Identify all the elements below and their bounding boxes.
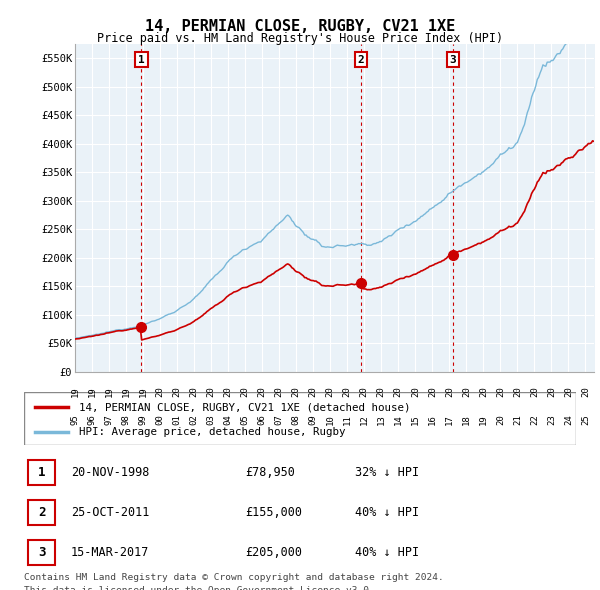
- Text: 20: 20: [343, 386, 352, 397]
- Text: 19: 19: [122, 386, 131, 397]
- Text: 97: 97: [104, 414, 113, 425]
- Text: 20: 20: [428, 386, 437, 397]
- Text: Contains HM Land Registry data © Crown copyright and database right 2024.: Contains HM Land Registry data © Crown c…: [24, 573, 444, 582]
- Text: 20: 20: [547, 386, 556, 397]
- Text: 20: 20: [173, 386, 182, 397]
- Text: 09: 09: [309, 414, 318, 425]
- Text: 05: 05: [241, 414, 250, 425]
- Text: 32% ↓ HPI: 32% ↓ HPI: [355, 466, 419, 479]
- Text: 14, PERMIAN CLOSE, RUGBY, CV21 1XE: 14, PERMIAN CLOSE, RUGBY, CV21 1XE: [145, 19, 455, 34]
- Text: 16: 16: [428, 414, 437, 425]
- FancyBboxPatch shape: [28, 460, 55, 485]
- Text: 20: 20: [190, 386, 199, 397]
- Text: 15: 15: [411, 414, 420, 425]
- Text: 20: 20: [496, 386, 505, 397]
- Text: 12: 12: [360, 414, 369, 425]
- Text: 21: 21: [513, 414, 522, 425]
- Text: 1: 1: [38, 466, 46, 479]
- Text: Price paid vs. HM Land Registry's House Price Index (HPI): Price paid vs. HM Land Registry's House …: [97, 32, 503, 45]
- Text: 20: 20: [462, 386, 471, 397]
- Text: HPI: Average price, detached house, Rugby: HPI: Average price, detached house, Rugb…: [79, 427, 346, 437]
- Text: 03: 03: [206, 414, 215, 425]
- Text: 00: 00: [155, 414, 164, 425]
- Text: 25-OCT-2011: 25-OCT-2011: [71, 506, 149, 519]
- Text: 19: 19: [88, 386, 97, 397]
- Text: 20: 20: [581, 386, 590, 397]
- Text: 14: 14: [394, 414, 403, 425]
- Text: 01: 01: [173, 414, 182, 425]
- Text: 99: 99: [139, 414, 148, 425]
- Text: 20: 20: [309, 386, 318, 397]
- Text: 19: 19: [104, 386, 113, 397]
- Text: 40% ↓ HPI: 40% ↓ HPI: [355, 546, 419, 559]
- Text: 19: 19: [71, 386, 79, 397]
- Text: 02: 02: [190, 414, 199, 425]
- Text: 95: 95: [71, 414, 79, 425]
- Text: 3: 3: [449, 55, 456, 65]
- Text: 98: 98: [122, 414, 131, 425]
- Text: 23: 23: [547, 414, 556, 425]
- Text: 20: 20: [155, 386, 164, 397]
- Text: 20-NOV-1998: 20-NOV-1998: [71, 466, 149, 479]
- Text: 20: 20: [326, 386, 335, 397]
- Text: 14, PERMIAN CLOSE, RUGBY, CV21 1XE (detached house): 14, PERMIAN CLOSE, RUGBY, CV21 1XE (deta…: [79, 402, 410, 412]
- Text: 20: 20: [411, 386, 420, 397]
- Text: 2: 2: [358, 55, 364, 65]
- Text: 40% ↓ HPI: 40% ↓ HPI: [355, 506, 419, 519]
- Text: 20: 20: [564, 386, 573, 397]
- Text: 06: 06: [257, 414, 266, 425]
- Text: 20: 20: [206, 386, 215, 397]
- Text: 20: 20: [241, 386, 250, 397]
- Text: 24: 24: [564, 414, 573, 425]
- Text: 13: 13: [377, 414, 386, 425]
- Text: 20: 20: [360, 386, 369, 397]
- Text: 25: 25: [581, 414, 590, 425]
- Text: 11: 11: [343, 414, 352, 425]
- Text: 20: 20: [530, 386, 539, 397]
- FancyBboxPatch shape: [28, 500, 55, 525]
- Text: 07: 07: [275, 414, 284, 425]
- Text: 20: 20: [479, 386, 488, 397]
- Text: 19: 19: [139, 386, 148, 397]
- Text: 3: 3: [38, 546, 46, 559]
- Text: 20: 20: [445, 386, 454, 397]
- Text: 20: 20: [394, 386, 403, 397]
- Text: This data is licensed under the Open Government Licence v3.0.: This data is licensed under the Open Gov…: [24, 586, 375, 590]
- Text: 20: 20: [292, 386, 301, 397]
- Text: 20: 20: [513, 386, 522, 397]
- Text: 2: 2: [38, 506, 46, 519]
- Text: 22: 22: [530, 414, 539, 425]
- Text: 18: 18: [462, 414, 471, 425]
- Text: 96: 96: [88, 414, 97, 425]
- Text: 17: 17: [445, 414, 454, 425]
- Text: 15-MAR-2017: 15-MAR-2017: [71, 546, 149, 559]
- Text: 08: 08: [292, 414, 301, 425]
- Text: £155,000: £155,000: [245, 506, 302, 519]
- Text: 04: 04: [224, 414, 233, 425]
- Text: 19: 19: [479, 414, 488, 425]
- Text: £78,950: £78,950: [245, 466, 295, 479]
- Text: 10: 10: [326, 414, 335, 425]
- Text: 20: 20: [257, 386, 266, 397]
- FancyBboxPatch shape: [28, 540, 55, 565]
- Text: £205,000: £205,000: [245, 546, 302, 559]
- Text: 20: 20: [224, 386, 233, 397]
- Text: 20: 20: [275, 386, 284, 397]
- Text: 20: 20: [496, 414, 505, 425]
- Text: 20: 20: [377, 386, 386, 397]
- FancyBboxPatch shape: [24, 392, 576, 445]
- Text: 1: 1: [138, 55, 145, 65]
